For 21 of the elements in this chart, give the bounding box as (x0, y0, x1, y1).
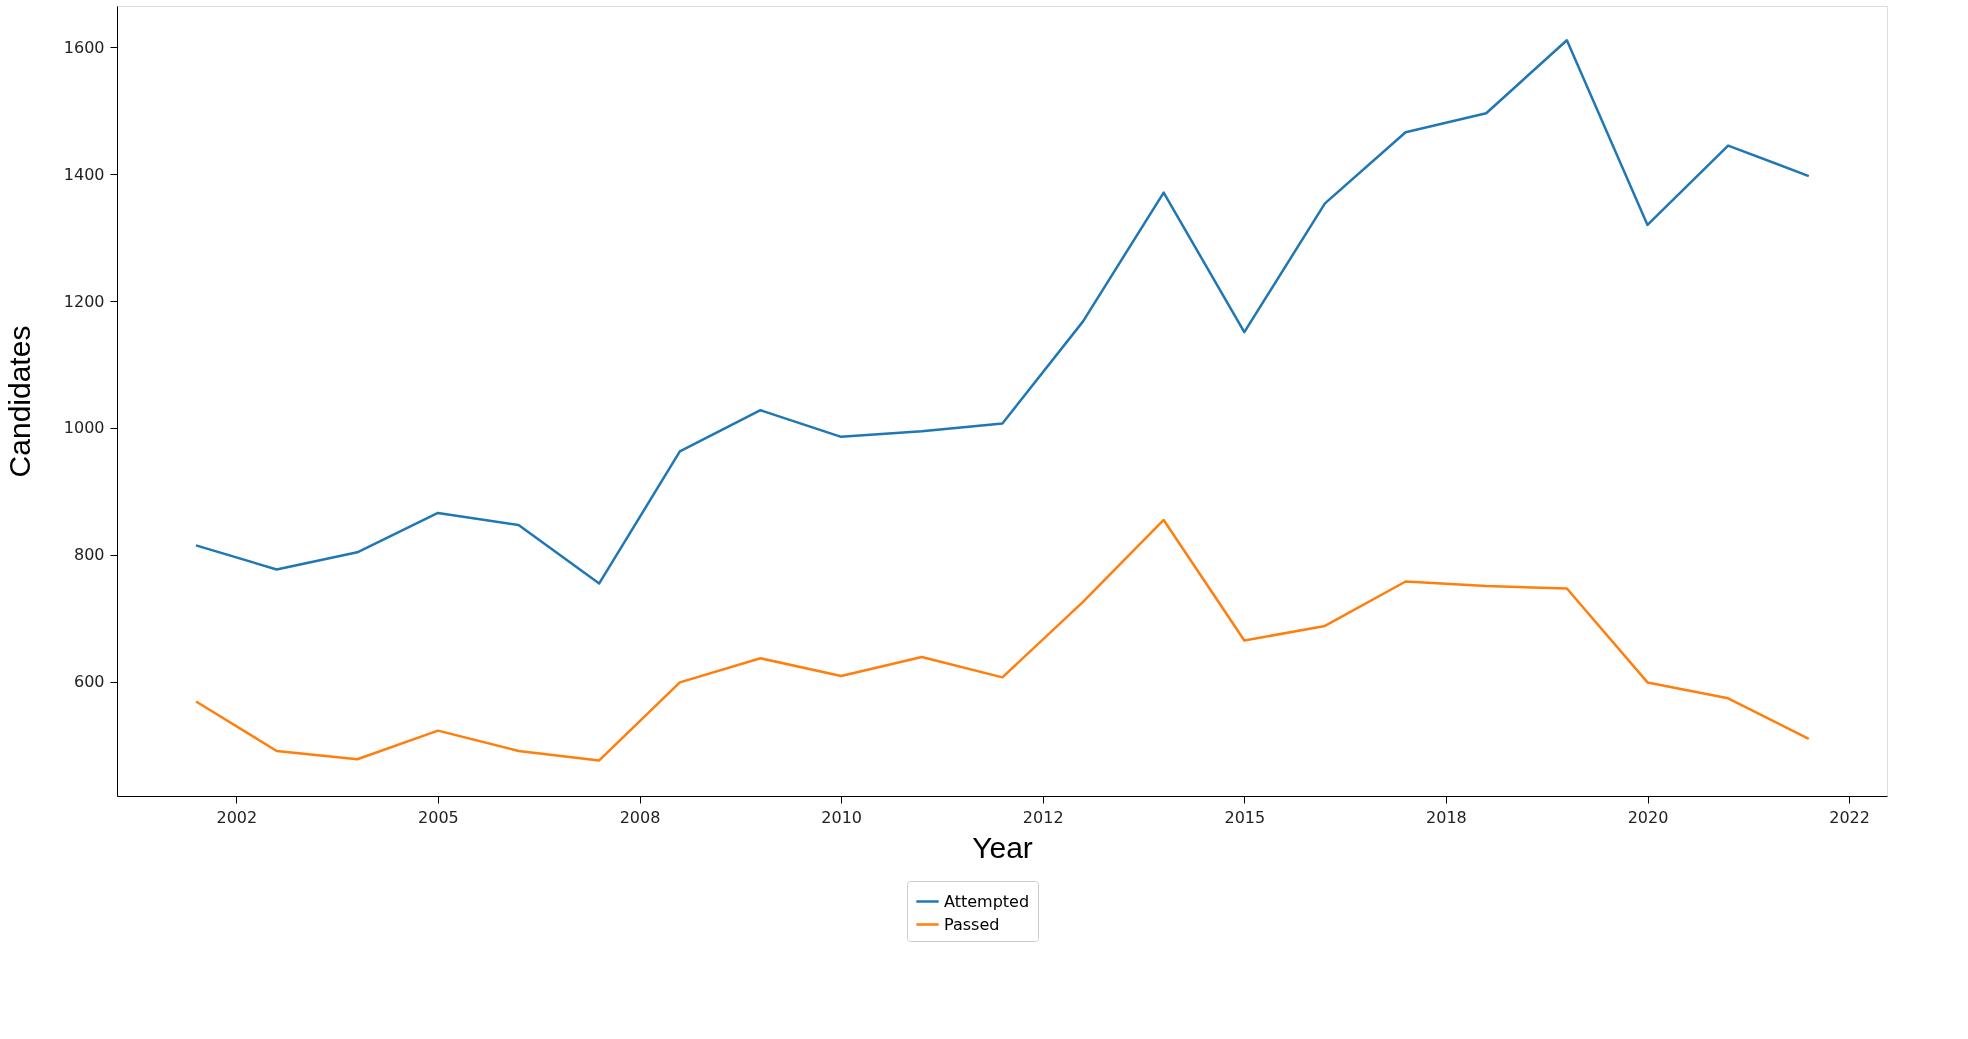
y-tick-label: 800 (73, 545, 105, 565)
x-tick-label: 2010 (821, 807, 862, 827)
y-tick-label: 1600 (63, 37, 105, 57)
x-tick-label: 2005 (418, 807, 459, 827)
legend-label: Attempted (944, 891, 1030, 911)
y-tick-label: 1400 (63, 164, 105, 184)
x-tick-label: 2008 (619, 807, 661, 827)
x-axis-title: Year (972, 830, 1033, 864)
x-tick-label: 2012 (1022, 807, 1064, 827)
y-axis-title: Candidates (2, 325, 36, 478)
line-series (194, 39, 1811, 585)
x-tick-label: 2002 (216, 807, 258, 827)
legend-label: Passed (944, 914, 1000, 934)
y-tick-label: 1000 (63, 418, 105, 438)
y-tick-label: 1200 (63, 291, 105, 311)
x-tick-label: 2020 (1627, 807, 1669, 827)
x-tick-label: 2018 (1426, 807, 1467, 827)
y-tick-label: 600 (73, 672, 105, 692)
line-series (194, 518, 1811, 762)
x-tick-label: 2022 (1829, 807, 1870, 827)
x-tick-label: 2015 (1224, 807, 1266, 827)
